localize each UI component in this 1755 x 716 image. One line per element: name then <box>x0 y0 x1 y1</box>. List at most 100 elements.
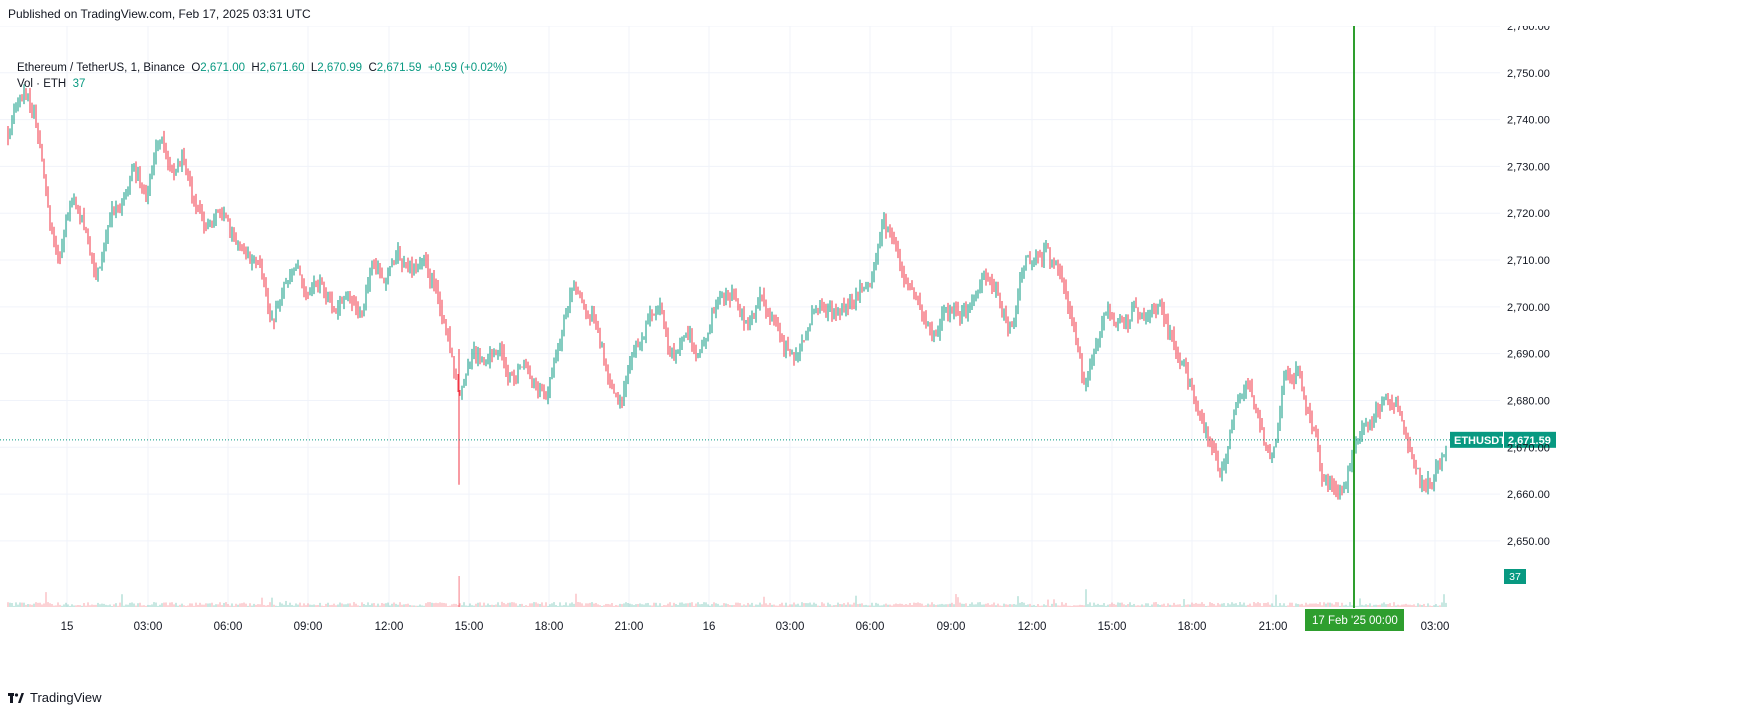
volume-bar <box>1255 603 1257 607</box>
volume-bar <box>1087 604 1089 607</box>
volume-bar <box>901 603 903 607</box>
volume-bar <box>315 605 317 607</box>
time-tick-label: 16 <box>703 621 716 633</box>
volume-bar <box>523 605 525 607</box>
volume-bar <box>1147 603 1149 607</box>
volume-bar <box>1421 605 1423 607</box>
volume-bar <box>543 605 545 607</box>
volume-bar <box>805 603 807 607</box>
volume-bar <box>491 604 493 607</box>
chart-legend: Ethereum / TetherUS, 1, Binance O2,671.0… <box>17 60 507 92</box>
volume-bar <box>279 602 281 607</box>
volume-bar <box>1381 603 1383 607</box>
volume-bar <box>1319 602 1321 607</box>
volume-bar <box>635 604 637 607</box>
volume-bar <box>827 602 829 607</box>
volume-bar <box>427 602 429 607</box>
volume-bar <box>823 603 825 607</box>
volume-bar <box>1053 599 1055 607</box>
volume-bar <box>885 603 887 607</box>
volume-bar <box>529 603 531 607</box>
volume-bar <box>881 605 883 607</box>
volume-bar <box>951 602 953 607</box>
volume-bar <box>1443 594 1445 607</box>
volume-bar <box>255 604 257 607</box>
volume-bar <box>961 603 963 607</box>
volume-bar <box>13 605 15 607</box>
volume-bar <box>1005 604 1007 607</box>
volume-bar <box>1157 604 1159 607</box>
volume-bar <box>1119 602 1121 607</box>
volume-bar <box>375 605 377 607</box>
volume-bar <box>1195 602 1197 607</box>
volume-bar <box>1029 603 1031 607</box>
volume-bar <box>1305 602 1307 607</box>
volume-bar <box>1189 604 1191 607</box>
volume-bar <box>627 603 629 607</box>
volume-bar <box>1435 604 1437 607</box>
volume-bar <box>847 602 849 607</box>
volume-bar <box>363 604 365 607</box>
volume-bar <box>989 604 991 607</box>
volume-bar <box>97 602 99 607</box>
volume-bar <box>81 605 83 607</box>
volume-bar <box>1015 604 1017 607</box>
symbol-price-tag <box>1450 431 1503 448</box>
volume-bar <box>939 604 941 607</box>
volume-bar <box>1365 604 1367 607</box>
volume-bar <box>267 605 269 607</box>
volume-bar <box>193 605 195 607</box>
volume-bar <box>1091 605 1093 607</box>
volume-bar <box>509 602 511 607</box>
volume-bar <box>825 605 827 607</box>
volume-bar <box>75 605 77 607</box>
volume-bar <box>151 604 153 607</box>
volume-bar <box>1359 598 1361 607</box>
volume-bar <box>1303 605 1305 607</box>
volume-label[interactable]: Vol · ETH <box>17 78 67 90</box>
volume-bar <box>919 603 921 607</box>
volume-bar <box>323 605 325 607</box>
volume-bar <box>337 604 339 607</box>
volume-bar <box>957 597 959 607</box>
time-tick-label: 03:00 <box>134 621 163 633</box>
volume-bar <box>755 604 757 607</box>
volume-bar <box>693 605 695 607</box>
tradingview-logo[interactable]: TradingView <box>8 690 102 705</box>
volume-bar <box>851 604 853 607</box>
volume-bar <box>1295 603 1297 607</box>
volume-bar <box>983 604 985 607</box>
volume-bar <box>595 602 597 607</box>
volume-bar <box>217 604 219 607</box>
volume-bar <box>1201 602 1203 607</box>
volume-bar <box>1017 596 1019 607</box>
volume-bar <box>1099 604 1101 607</box>
volume-bar <box>195 602 197 607</box>
volume-bar <box>1057 605 1059 607</box>
volume-bar <box>325 603 327 607</box>
volume-bar <box>259 604 261 607</box>
volume-spike <box>458 576 460 607</box>
symbol-label[interactable]: Ethereum / TetherUS, 1, Binance <box>17 62 185 74</box>
volume-bar <box>1089 602 1091 607</box>
volume-bar <box>1179 604 1181 607</box>
volume-bar <box>1275 594 1277 607</box>
volume-bar <box>449 605 451 607</box>
volume-bar <box>265 605 267 607</box>
volume-bar <box>1113 603 1115 607</box>
volume-bar <box>415 605 417 607</box>
volume-bar <box>953 604 955 607</box>
volume-bar <box>1233 603 1235 607</box>
volume-bar <box>1429 605 1431 607</box>
volume-bar <box>35 602 37 607</box>
volume-bar <box>51 604 53 607</box>
volume-bar <box>669 602 671 607</box>
volume-bar <box>141 605 143 607</box>
price-tick-label: 2,720.00 <box>1507 208 1550 220</box>
volume-bar <box>69 605 71 607</box>
volume-bar <box>1173 602 1175 607</box>
volume-bar <box>709 605 711 607</box>
time-marker-label: 17 Feb '25 <box>1312 615 1366 627</box>
chart-area[interactable]: 17 Feb '25 00:00 ETHUSDT 2,671.59 37 2,650.0… <box>0 26 1755 678</box>
